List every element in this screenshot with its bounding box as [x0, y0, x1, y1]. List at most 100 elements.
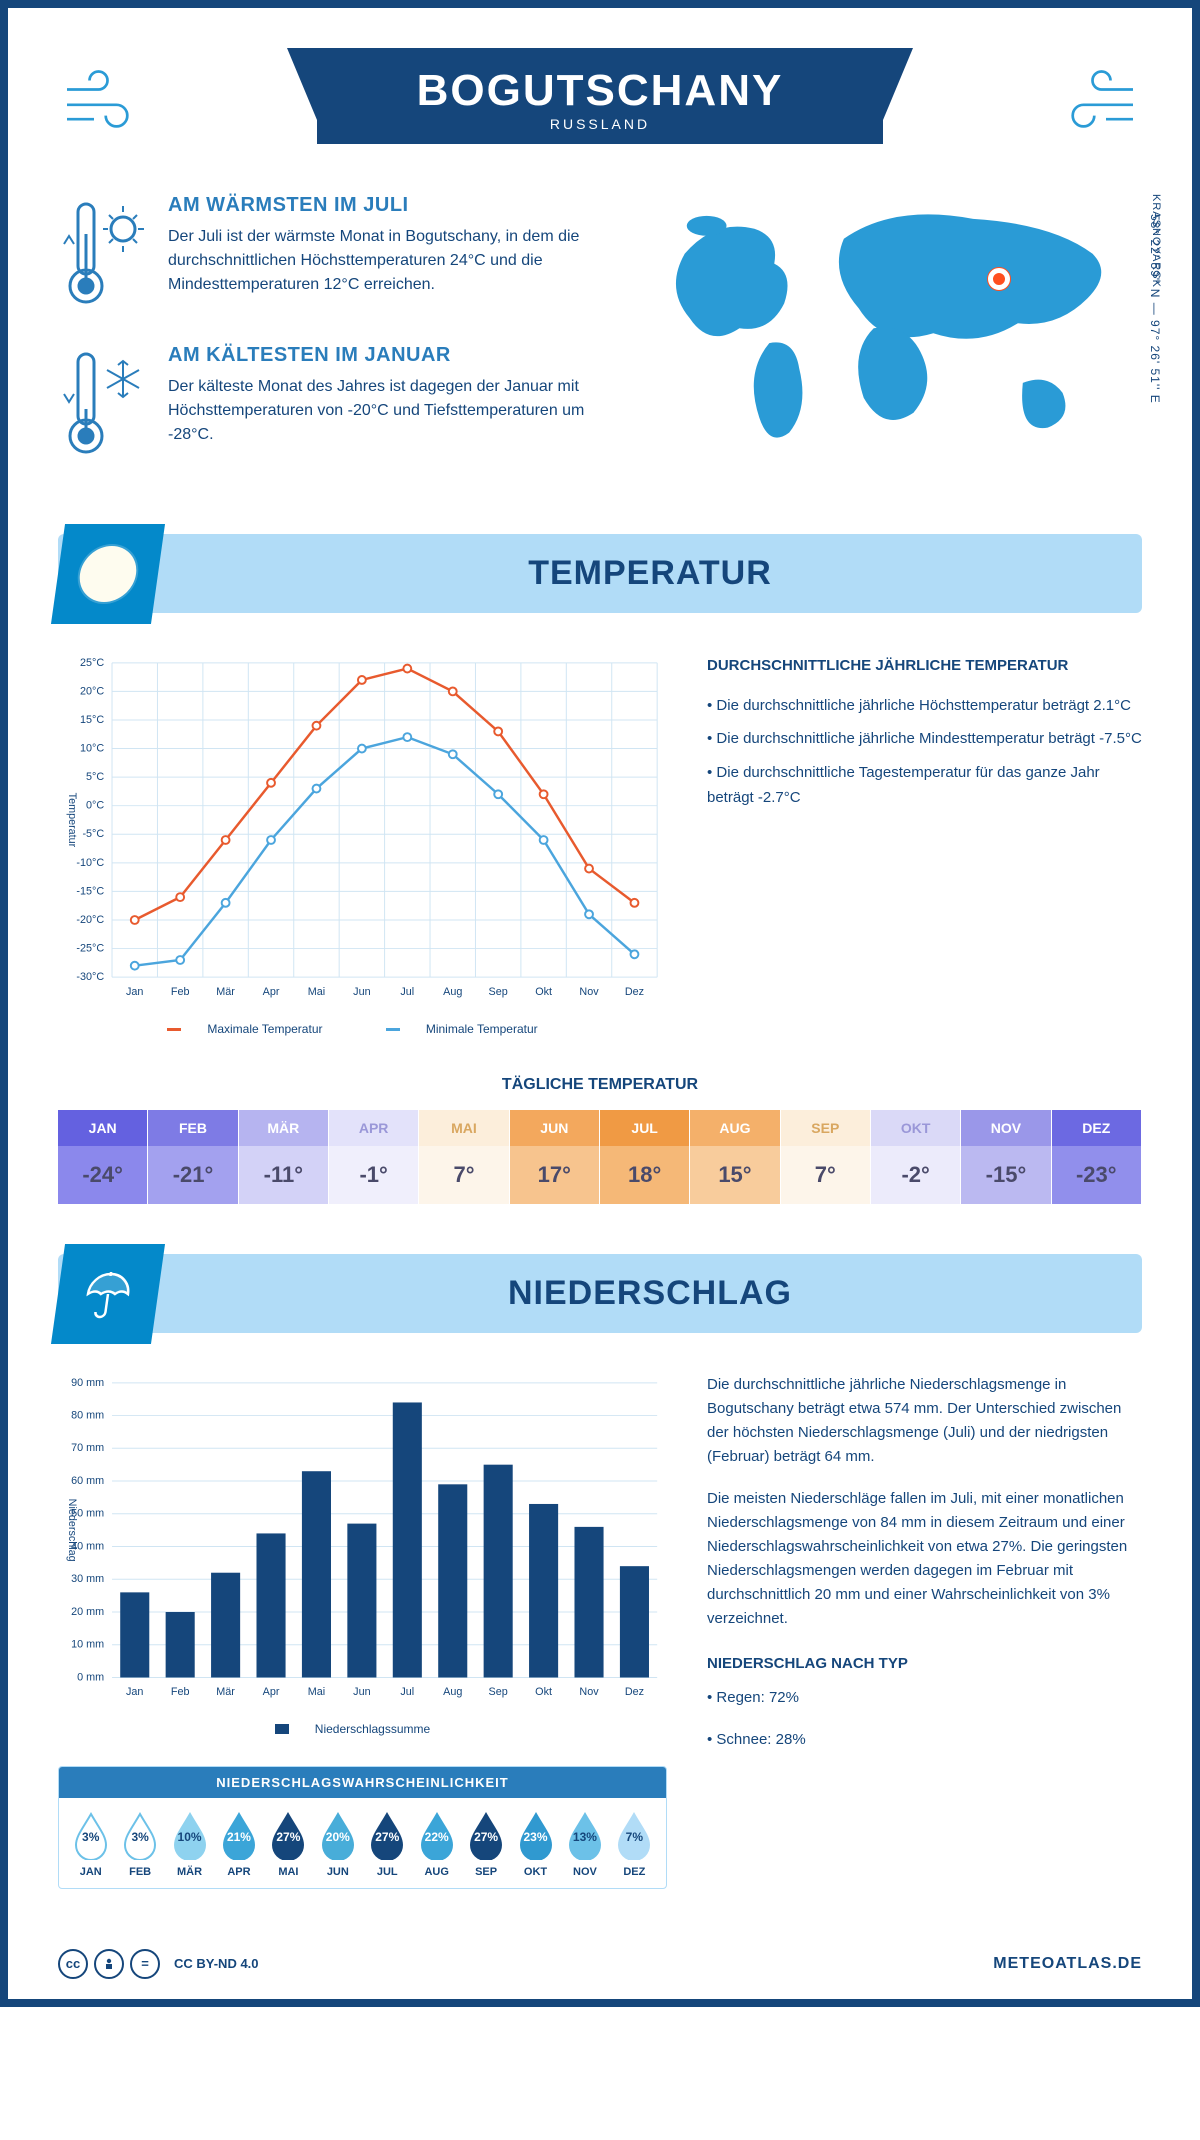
precip-by-type: NIEDERSCHLAG NACH TYP • Regen: 72% • Sch…: [707, 1651, 1142, 1753]
probability-cell: 20% JUN: [314, 1812, 361, 1878]
daily-value: 7°: [781, 1146, 870, 1204]
site-name: METEOATLAS.DE: [993, 1955, 1142, 1973]
fact-title: AM WÄRMSTEN IM JULI: [168, 194, 605, 217]
precip-row: 0 mm10 mm20 mm30 mm40 mm50 mm60 mm70 mm8…: [58, 1373, 1142, 1889]
raindrop-icon: 23%: [517, 1812, 555, 1860]
legend-label: Niederschlagssumme: [315, 1722, 430, 1736]
prob-month: DEZ: [611, 1866, 658, 1878]
coords-label: 58° 22' 59'' N — 97° 26' 51'' E: [1148, 214, 1162, 404]
summary-bullet: • Die durchschnittliche jährliche Höchst…: [707, 693, 1142, 719]
daily-value: 15°: [690, 1146, 779, 1204]
prob-month: JUN: [314, 1866, 361, 1878]
svg-text:Apr: Apr: [263, 1686, 280, 1698]
svg-text:Apr: Apr: [263, 986, 280, 998]
svg-text:-20°C: -20°C: [76, 914, 104, 926]
svg-text:20°C: 20°C: [80, 685, 104, 697]
daily-month: JAN: [58, 1110, 147, 1146]
license-text: CC BY-ND 4.0: [174, 1956, 259, 1971]
drop-percent: 7%: [626, 1830, 643, 1844]
temperature-summary: DURCHSCHNITTLICHE JÄHRLICHE TEMPERATUR •…: [707, 653, 1142, 1036]
prob-month: APR: [215, 1866, 262, 1878]
daily-month: MAI: [419, 1110, 508, 1146]
precip-text: Die durchschnittliche jährliche Niedersc…: [707, 1373, 1142, 1469]
prob-month: JUL: [364, 1866, 411, 1878]
svg-text:Sep: Sep: [489, 986, 508, 998]
thermometer-sun-icon: [58, 194, 148, 314]
daily-month: JUL: [600, 1110, 689, 1146]
svg-text:Feb: Feb: [171, 986, 190, 998]
prob-month: JAN: [67, 1866, 114, 1878]
daily-value: -2°: [871, 1146, 960, 1204]
raindrop-icon: 27%: [269, 1812, 307, 1860]
cc-icons: cc =: [58, 1949, 160, 1979]
header: BOGUTSCHANY RUSSLAND: [58, 48, 1142, 144]
section-title: NIEDERSCHLAG: [158, 1274, 1142, 1313]
daily-cell: JUL18°: [600, 1110, 690, 1204]
precip-bar-chart: 0 mm10 mm20 mm30 mm40 mm50 mm60 mm70 mm8…: [58, 1373, 667, 1707]
daily-value: -24°: [58, 1146, 147, 1204]
daily-cell: JAN-24°: [58, 1110, 148, 1204]
city-name: BOGUTSCHANY: [417, 66, 784, 116]
svg-text:90 mm: 90 mm: [71, 1376, 104, 1388]
probability-cell: 13%NOV: [561, 1812, 608, 1878]
precip-legend: Niederschlagssumme: [58, 1722, 667, 1736]
svg-text:60 mm: 60 mm: [71, 1475, 104, 1487]
map-column: KRASNOYARSK 58° 22' 59'' N — 97° 26' 51'…: [645, 194, 1142, 494]
svg-text:30 mm: 30 mm: [71, 1573, 104, 1585]
location-marker: [988, 268, 1010, 290]
daily-temp-title: TÄGLICHE TEMPERATUR: [58, 1076, 1142, 1094]
sun-icon: [51, 524, 165, 624]
daily-cell: AUG15°: [690, 1110, 780, 1204]
probability-cell: 27% MAI: [265, 1812, 312, 1878]
drop-percent: 10%: [178, 1830, 202, 1844]
drop-percent: 3%: [82, 1830, 99, 1844]
drop-percent: 27%: [276, 1830, 300, 1844]
prob-month: OKT: [512, 1866, 559, 1878]
daily-month: MÄR: [239, 1110, 328, 1146]
coldest-fact: AM KÄLTESTEN IM JANUAR Der kälteste Mona…: [58, 344, 605, 464]
warmest-fact: AM WÄRMSTEN IM JULI Der Juli ist der wär…: [58, 194, 605, 314]
precip-text: Die meisten Niederschläge fallen im Juli…: [707, 1487, 1142, 1631]
raindrop-icon: 3%: [121, 1812, 159, 1860]
daily-month: APR: [329, 1110, 418, 1146]
drop-percent: 20%: [326, 1830, 350, 1844]
infographic-page: BOGUTSCHANY RUSSLAND AM WÄRMSTEN IM JULI…: [0, 0, 1200, 2007]
probability-cell: 22%AUG: [413, 1812, 460, 1878]
daily-month: DEZ: [1052, 1110, 1141, 1146]
raindrop-icon: 21%: [220, 1812, 258, 1860]
drop-percent: 27%: [375, 1830, 399, 1844]
probability-cell: 3% JAN: [67, 1812, 114, 1878]
title-banner: BOGUTSCHANY RUSSLAND: [317, 48, 884, 144]
prob-month: AUG: [413, 1866, 460, 1878]
daily-cell: MÄR-11°: [239, 1110, 329, 1204]
daily-month: SEP: [781, 1110, 870, 1146]
prob-month: MAI: [265, 1866, 312, 1878]
legend-max: Maximale Temperatur: [207, 1022, 322, 1036]
summary-bullet: • Die durchschnittliche Tagestemperatur …: [707, 760, 1142, 811]
svg-text:70 mm: 70 mm: [71, 1442, 104, 1454]
raindrop-icon: 27%: [467, 1812, 505, 1860]
raindrop-icon: 27%: [368, 1812, 406, 1860]
svg-text:Jan: Jan: [126, 1686, 143, 1698]
world-map: [645, 194, 1142, 458]
svg-text:Jun: Jun: [353, 986, 370, 998]
daily-value: -15°: [961, 1146, 1050, 1204]
precip-section-header: NIEDERSCHLAG: [58, 1254, 1142, 1333]
svg-text:Mai: Mai: [308, 986, 325, 998]
daily-cell: OKT-2°: [871, 1110, 961, 1204]
drop-percent: 21%: [227, 1830, 251, 1844]
raindrop-icon: 10%: [171, 1812, 209, 1860]
daily-temp-table: JAN-24°FEB-21°MÄR-11°APR-1°MAI7°JUN17°JU…: [58, 1110, 1142, 1204]
daily-cell: JUN17°: [510, 1110, 600, 1204]
svg-text:-15°C: -15°C: [76, 885, 104, 897]
drop-percent: 23%: [523, 1830, 547, 1844]
raindrop-icon: 7%: [615, 1812, 653, 1860]
svg-text:Nov: Nov: [579, 1686, 599, 1698]
daily-cell: NOV-15°: [961, 1110, 1051, 1204]
prob-month: MÄR: [166, 1866, 213, 1878]
probability-cell: 3%FEB: [116, 1812, 163, 1878]
fact-text: Der kälteste Monat des Jahres ist dagege…: [168, 375, 605, 447]
wind-icon: [1052, 58, 1142, 148]
probability-box: NIEDERSCHLAGSWAHRSCHEINLICHKEIT 3%JAN3%F…: [58, 1766, 667, 1889]
probability-cell: 23% OKT: [512, 1812, 559, 1878]
